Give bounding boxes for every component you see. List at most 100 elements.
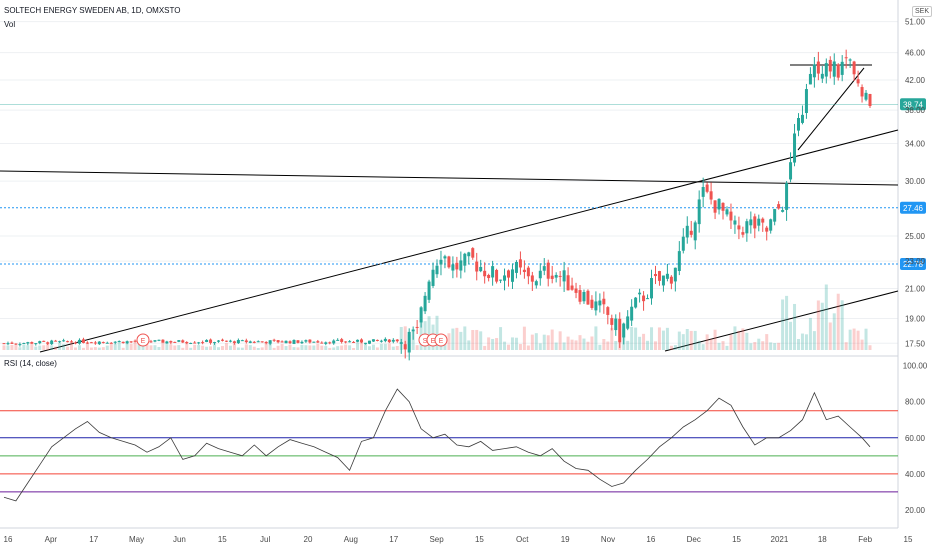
x-tick-label: 16	[646, 535, 655, 544]
volume-bar	[395, 345, 399, 350]
candle-body	[828, 59, 832, 72]
candle-body	[773, 209, 777, 222]
candle-body	[105, 342, 109, 344]
volume-bar	[248, 345, 252, 350]
candle-body	[379, 340, 383, 342]
candle-body	[618, 318, 622, 343]
candle-body	[2, 343, 6, 345]
volume-bar	[832, 313, 836, 350]
candle-body	[574, 288, 578, 293]
candle-body	[598, 300, 602, 306]
volume-bar	[169, 344, 173, 350]
volume-bar	[574, 340, 578, 350]
volume-bar	[411, 330, 415, 350]
x-tick-label: 16	[4, 535, 13, 544]
candle-body	[431, 269, 435, 286]
candle-body	[70, 341, 74, 343]
candle-body	[133, 340, 137, 342]
volume-bar	[642, 333, 646, 350]
candle-body	[522, 269, 526, 273]
candle-body	[657, 271, 661, 281]
volume-bar	[391, 346, 395, 350]
y-tick-label: 23.00	[905, 257, 926, 266]
volume-bar	[105, 345, 109, 350]
volume-bar	[109, 343, 113, 350]
candle-body	[205, 339, 209, 342]
volume-bar	[777, 342, 781, 350]
candle-body	[46, 342, 50, 344]
volume-bar	[503, 341, 507, 350]
volume-bar	[808, 317, 812, 350]
candle-body	[232, 341, 236, 344]
candle-body	[181, 340, 185, 343]
x-tick-label: Nov	[601, 535, 615, 544]
candle-body	[741, 232, 745, 235]
candle-body	[856, 79, 860, 84]
candle-body	[709, 191, 713, 200]
candle-body	[586, 290, 590, 305]
volume-bar	[383, 343, 387, 350]
candle-body	[800, 114, 804, 123]
candle-body	[256, 341, 260, 343]
candle-body	[669, 276, 673, 284]
volume-bar	[30, 343, 34, 350]
volume-bar	[820, 302, 824, 350]
volume-bar	[566, 336, 570, 350]
candle-body	[673, 267, 677, 282]
candle-body	[403, 344, 407, 350]
volume-bar	[375, 347, 379, 350]
candle-body	[626, 316, 630, 329]
candle-body	[558, 275, 562, 277]
candle-body	[272, 339, 276, 341]
volume-bar	[550, 329, 554, 350]
candle-body	[85, 342, 89, 344]
volume-bar	[260, 347, 264, 350]
volume-bar	[689, 330, 693, 350]
volume-bar	[717, 342, 721, 350]
rsi-y-tick-label: 60.00	[905, 434, 926, 443]
candle-body	[268, 340, 272, 344]
candle-body	[789, 162, 793, 180]
volume-bar	[133, 342, 137, 350]
volume-bar	[101, 347, 105, 350]
candle-body	[367, 340, 371, 344]
candle-body	[721, 202, 725, 211]
candle-body	[550, 275, 554, 279]
volume-bar	[141, 343, 145, 350]
candle-body	[630, 306, 634, 321]
candle-body	[280, 341, 284, 343]
candle-body	[169, 341, 173, 343]
y-tick-label: 51.00	[905, 18, 926, 27]
candle-body	[530, 275, 534, 282]
event-marker-circle	[434, 333, 448, 347]
volume-bar	[793, 303, 797, 350]
candle-body	[352, 341, 356, 343]
volume-bar	[161, 342, 165, 350]
volume-bar	[348, 345, 352, 350]
candle-body	[149, 341, 153, 343]
candle-body	[804, 89, 808, 114]
candle-body	[101, 342, 105, 344]
event-marker-label: E	[439, 338, 444, 345]
volume-bar	[868, 345, 872, 350]
volume-bar	[54, 346, 58, 350]
volume-bar	[74, 347, 78, 350]
volume-bar	[836, 293, 840, 350]
volume-bar	[42, 345, 46, 350]
volume-bar	[328, 347, 332, 350]
volume-bar	[578, 335, 582, 350]
candle-body	[260, 341, 264, 343]
volume-bar	[149, 345, 153, 350]
volume-bar	[765, 334, 769, 350]
volume-bar	[292, 347, 296, 350]
candle-body	[566, 275, 570, 291]
volume-bar	[661, 330, 665, 350]
trendline-long-support	[39, 129, 899, 353]
x-tick-label: 18	[818, 535, 827, 544]
currency-badge[interactable]: SEK	[912, 6, 932, 17]
price-level-pill-bg	[900, 257, 926, 270]
volume-bar	[352, 347, 356, 350]
volume-bar	[800, 333, 804, 350]
volume-bar	[336, 346, 340, 350]
